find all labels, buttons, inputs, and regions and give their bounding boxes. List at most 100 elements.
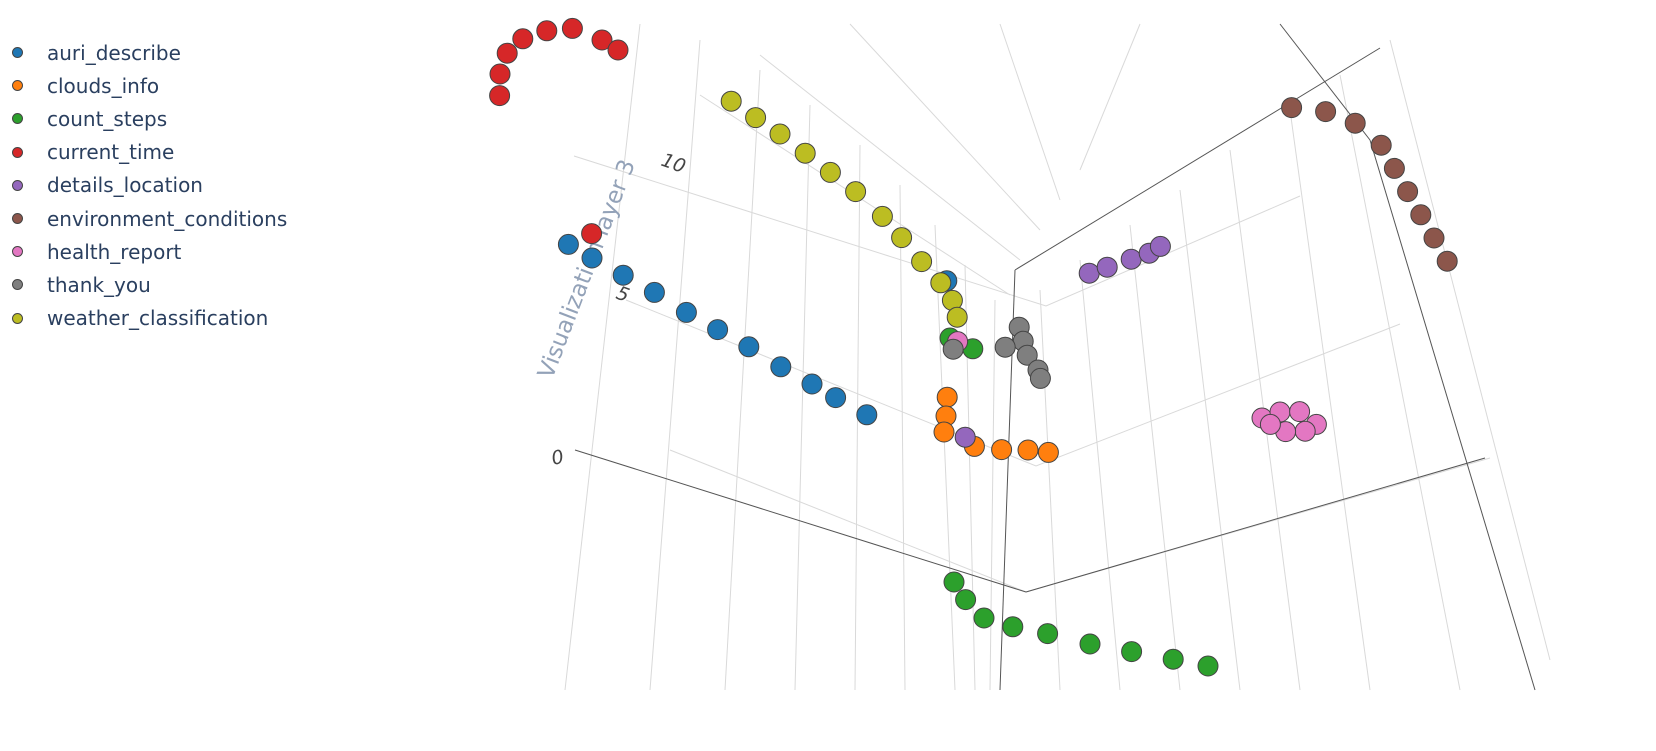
data-point[interactable] (911, 251, 933, 273)
axis-line (1025, 457, 1486, 593)
data-point[interactable] (769, 123, 791, 145)
data-point[interactable] (1383, 157, 1405, 179)
data-point[interactable] (1344, 112, 1366, 134)
data-point[interactable] (1002, 616, 1024, 638)
legend-item-count-steps[interactable]: count_steps (8, 102, 287, 135)
grid-line (1039, 289, 1061, 691)
data-point[interactable] (1078, 262, 1100, 284)
data-point[interactable] (720, 90, 742, 112)
grid-line (759, 54, 1021, 261)
data-point[interactable] (930, 272, 952, 294)
data-point[interactable] (1294, 420, 1316, 442)
legend-marker (12, 80, 23, 92)
data-point[interactable] (738, 336, 760, 358)
data-point[interactable] (936, 386, 958, 408)
data-point[interactable] (1370, 134, 1392, 156)
data-point[interactable] (557, 233, 579, 255)
legend-label: environment_conditions (47, 206, 288, 231)
data-point[interactable] (801, 373, 823, 395)
data-point[interactable] (561, 17, 583, 39)
data-point[interactable] (825, 387, 847, 409)
data-point[interactable] (1120, 248, 1142, 270)
data-point[interactable] (1259, 413, 1281, 435)
data-point[interactable] (607, 39, 629, 61)
data-point[interactable] (1079, 633, 1101, 655)
data-point[interactable] (1197, 655, 1219, 677)
data-point[interactable] (1017, 439, 1039, 461)
data-point[interactable] (512, 28, 534, 50)
data-point[interactable] (871, 205, 893, 227)
data-point[interactable] (591, 29, 613, 51)
legend-item-details-location[interactable]: details_location (8, 169, 287, 202)
data-point[interactable] (745, 107, 767, 129)
data-point[interactable] (1029, 367, 1051, 389)
data-point[interactable] (819, 161, 841, 183)
data-point[interactable] (536, 20, 558, 42)
data-point[interactable] (1289, 401, 1311, 423)
data-point[interactable] (794, 142, 816, 164)
legend-item-clouds-info[interactable]: clouds_info (8, 69, 287, 102)
grid-line (1079, 259, 1121, 691)
data-point[interactable] (489, 85, 511, 107)
legend-marker (12, 213, 23, 225)
markers (489, 17, 1458, 677)
legend-item-health-report[interactable]: health_report (8, 235, 287, 268)
data-point[interactable] (612, 264, 634, 286)
data-point[interactable] (1315, 101, 1337, 123)
legend-item-auri-describe[interactable]: auri_describe (8, 36, 287, 69)
data-point[interactable] (933, 421, 955, 443)
data-point[interactable] (991, 439, 1013, 461)
legend-item-environment-conditions[interactable]: environment_conditions (8, 202, 287, 235)
data-point[interactable] (1410, 204, 1432, 226)
data-point[interactable] (1281, 97, 1303, 119)
grid-line (1179, 189, 1241, 691)
data-point[interactable] (955, 589, 977, 611)
legend-label: auri_describe (47, 40, 181, 65)
data-point[interactable] (891, 227, 913, 249)
data-point[interactable] (1037, 623, 1059, 645)
grid-line (1339, 74, 1461, 691)
legend-marker (12, 246, 23, 258)
data-point[interactable] (954, 426, 976, 448)
data-point[interactable] (856, 404, 878, 426)
legend-label: details_location (47, 173, 203, 198)
legend-label: count_steps (47, 106, 168, 131)
data-point[interactable] (973, 607, 995, 629)
series-health-report (947, 331, 1327, 443)
data-point[interactable] (1096, 256, 1118, 278)
legend-label: health_report (47, 239, 182, 264)
data-point[interactable] (942, 338, 964, 360)
data-point[interactable] (1121, 641, 1143, 663)
data-point[interactable] (643, 281, 665, 303)
legend-item-thank-you[interactable]: thank_you (8, 268, 287, 301)
data-point[interactable] (581, 223, 603, 245)
data-point[interactable] (845, 181, 867, 203)
data-point[interactable] (943, 571, 965, 593)
axis-line (574, 449, 1027, 593)
z-tick-label: 5 (613, 282, 632, 307)
data-point[interactable] (946, 306, 968, 328)
data-point[interactable] (1436, 250, 1458, 272)
data-point[interactable] (1149, 235, 1171, 257)
data-point[interactable] (581, 247, 603, 269)
axis-line (1014, 47, 1381, 271)
data-point[interactable] (770, 356, 792, 378)
data-point[interactable] (1016, 344, 1038, 366)
data-point[interactable] (496, 42, 518, 64)
data-point[interactable] (1037, 441, 1059, 463)
legend-item-current-time[interactable]: current_time (8, 136, 287, 169)
data-point[interactable] (994, 336, 1016, 358)
axis-line (1369, 139, 1536, 691)
data-point[interactable] (1397, 181, 1419, 203)
z-tick-label: 0 (549, 446, 565, 470)
data-point[interactable] (707, 319, 729, 341)
data-point[interactable] (1162, 648, 1184, 670)
data-point[interactable] (1423, 227, 1445, 249)
grid-line (649, 39, 701, 691)
legend-item-weather-classification[interactable]: weather_classification (8, 302, 287, 335)
data-point[interactable] (675, 301, 697, 323)
grid-line (794, 104, 811, 691)
data-point[interactable] (489, 63, 511, 85)
series-count-steps (939, 327, 1219, 677)
